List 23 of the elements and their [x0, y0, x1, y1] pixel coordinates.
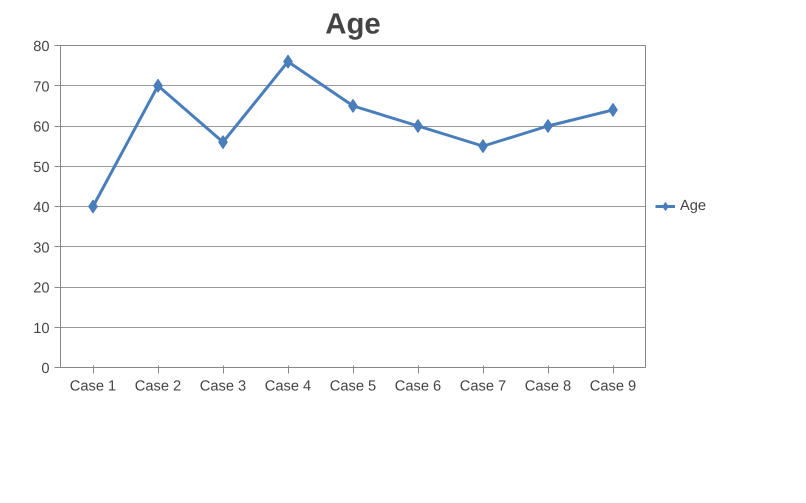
x-tick-label: Case 9 — [590, 378, 636, 394]
y-tick-label: 70 — [33, 79, 50, 96]
x-tick-label: Case 8 — [524, 378, 572, 394]
y-tick-label: 60 — [33, 120, 50, 136]
y-tick-label: 40 — [33, 200, 50, 216]
x-tick-label: Case 4 — [264, 378, 312, 394]
y-tick-label: 10 — [33, 320, 50, 337]
y-tick-label: 0 — [41, 361, 50, 377]
x-tick-label: Case 1 — [70, 378, 116, 394]
x-tick-label: Case 2 — [134, 378, 182, 394]
x-tick-label: Case 6 — [394, 378, 442, 394]
y-tick-label: 20 — [33, 280, 50, 296]
y-tick-label: 80 — [33, 39, 50, 55]
y-tick-label: 50 — [33, 160, 50, 176]
point — [543, 119, 553, 133]
x-tick-label: Case 7 — [460, 378, 506, 394]
point — [413, 119, 423, 133]
y-tick-label: 30 — [33, 240, 50, 256]
x-tick-label: Case 3 — [200, 378, 246, 394]
legend-label: Age — [680, 198, 706, 214]
chart-title: Age — [325, 8, 381, 40]
x-tick-label: Case 5 — [330, 378, 376, 394]
point — [88, 200, 98, 214]
